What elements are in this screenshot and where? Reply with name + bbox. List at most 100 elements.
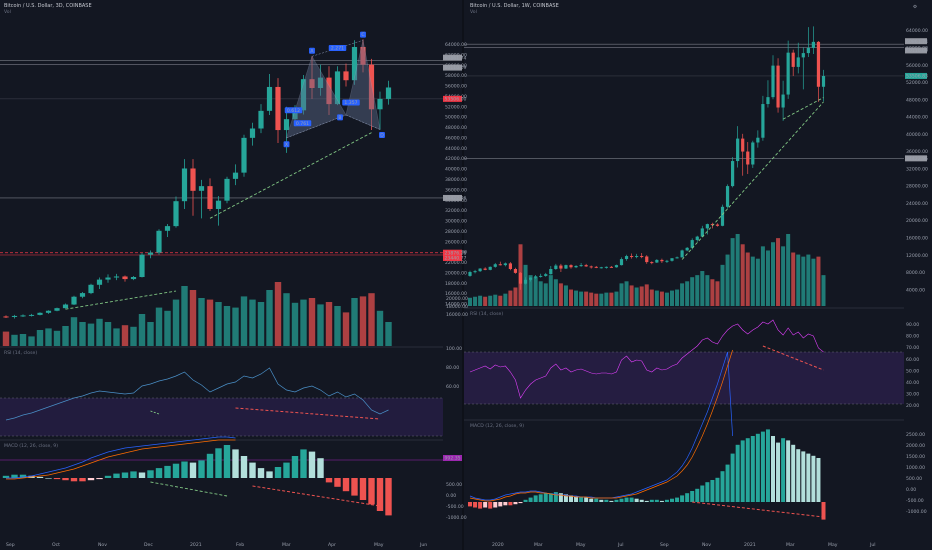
volume-bar xyxy=(644,284,649,306)
candle-body xyxy=(122,276,128,280)
price-tag-label: 60110.09 xyxy=(445,65,467,71)
inner-scale-tick: -500.00 xyxy=(446,504,464,510)
price-tag-label: 60110.09 xyxy=(906,48,928,54)
macd-hist-bar xyxy=(223,445,231,478)
macd-hist-bar xyxy=(274,467,282,478)
candle-body xyxy=(130,277,137,280)
macd-hist-bar xyxy=(725,464,730,502)
pane-divider xyxy=(462,0,464,550)
price-tag-label: 23440.77 xyxy=(445,256,467,262)
macd-hist-bar xyxy=(518,502,523,504)
price-tick: 12000.00 xyxy=(906,253,928,259)
price-tick: 4000.00 xyxy=(906,287,925,293)
macd-hist-bar xyxy=(776,442,781,502)
candle-body xyxy=(751,142,755,165)
settings-icon: ⚙ xyxy=(913,4,917,10)
volume-bar xyxy=(164,310,171,346)
macd-hist-bar xyxy=(685,493,690,502)
macd-hist-bar xyxy=(468,502,472,507)
macd-hist-bar xyxy=(266,471,273,478)
macd-hist-bar xyxy=(53,478,61,480)
right-vol-label: Vol xyxy=(470,10,477,15)
candle-body xyxy=(62,304,69,309)
volume-bar xyxy=(781,246,786,306)
volume-bar xyxy=(334,306,341,346)
x-tick: May xyxy=(828,542,838,548)
price-tick: 44000.00 xyxy=(906,115,928,121)
pattern-label: 0.612 xyxy=(287,108,300,114)
inner-scale-tick: 100.00 xyxy=(446,346,462,352)
volume-bar xyxy=(62,326,69,346)
candle-body xyxy=(300,79,307,111)
price-tick: 26000.00 xyxy=(445,239,467,245)
volume-bar xyxy=(483,296,488,306)
volume-bar xyxy=(589,292,594,306)
candle-body xyxy=(604,266,608,268)
left-vol-label: Vol xyxy=(4,10,11,15)
candle-body xyxy=(539,275,543,277)
price-tag xyxy=(443,194,462,201)
candle-body xyxy=(156,230,162,253)
price-tick: 24000.00 xyxy=(906,201,928,207)
macd-hist-bar xyxy=(104,475,112,478)
macd-hist-bar xyxy=(508,502,513,506)
macd-hist-bar xyxy=(710,480,715,502)
volume-bar xyxy=(634,287,639,306)
macd-hist-bar xyxy=(215,448,222,478)
macd-hist-bar xyxy=(181,461,188,478)
candle-body xyxy=(518,272,523,284)
candle-body xyxy=(589,266,593,268)
x-tick: Nov xyxy=(98,542,107,548)
candle-body xyxy=(801,53,805,58)
candle-body xyxy=(720,206,725,226)
candle-body xyxy=(28,314,35,316)
volume-bar xyxy=(493,294,498,306)
volume-bar xyxy=(498,295,503,306)
x-tick: Sep xyxy=(660,542,669,548)
volume-bar xyxy=(215,302,222,346)
candle-body xyxy=(609,266,613,268)
price-tick: 32000.00 xyxy=(445,208,467,214)
macd-hist-bar xyxy=(543,493,548,502)
volume-bar xyxy=(710,279,715,306)
volume-bar xyxy=(584,291,589,306)
price-tag-label: 53506.83 xyxy=(906,74,928,80)
volume-bar xyxy=(624,281,629,306)
x-tick: Jul xyxy=(869,542,876,548)
x-tick: 2021 xyxy=(744,542,756,548)
candle-body xyxy=(821,75,826,87)
volume-bar xyxy=(569,289,573,306)
macd-hist-bar xyxy=(498,502,503,507)
price-tag xyxy=(443,249,462,256)
volume-bar xyxy=(659,291,664,306)
macd-hist-bar xyxy=(563,494,568,502)
candle-body xyxy=(715,224,720,226)
volume-bar xyxy=(113,328,120,346)
price-tick: 18000.00 xyxy=(445,281,467,287)
candle-body xyxy=(266,86,273,111)
macd-hist-bar xyxy=(493,502,498,508)
candle-body xyxy=(483,268,487,270)
pattern-label: 1.357 xyxy=(344,100,357,106)
macd-line xyxy=(6,436,236,479)
candle-body xyxy=(529,277,533,280)
volume-bar xyxy=(664,292,669,306)
macd-hist-bar xyxy=(147,470,154,478)
price-tick: 52000.00 xyxy=(445,104,467,110)
macd-hist-bar xyxy=(654,499,659,502)
x-tick: Oct xyxy=(52,542,60,548)
macd-hist-bar xyxy=(574,496,579,502)
macd-hist-bar xyxy=(513,502,518,505)
rsi-tick: 80.00 xyxy=(906,334,919,340)
volume-bar xyxy=(291,302,299,346)
candle-body xyxy=(624,256,629,260)
volume-bar xyxy=(19,334,27,346)
macd-hist-bar xyxy=(811,455,816,502)
candle-body xyxy=(731,161,735,187)
volume-bar xyxy=(801,256,806,306)
candle-body xyxy=(710,224,714,226)
volume-bar xyxy=(45,328,52,346)
macd-hist-bar xyxy=(675,497,680,502)
inner-scale-tick: 500.00 xyxy=(446,482,462,488)
volume-bar xyxy=(725,254,730,306)
